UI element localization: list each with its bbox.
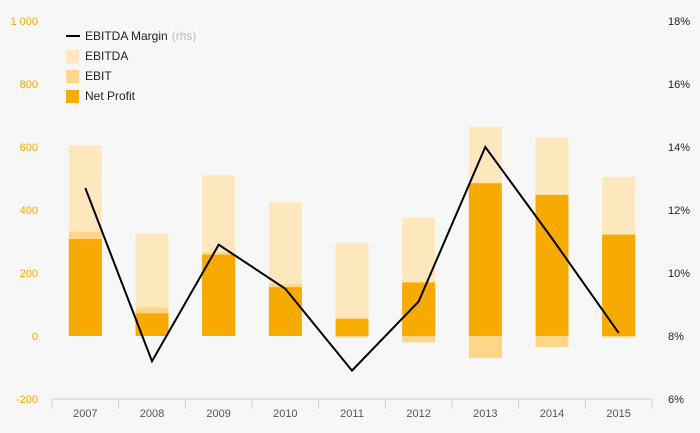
net-profit-bar bbox=[268, 287, 302, 336]
legend-series-name: EBITDA Margin bbox=[85, 29, 168, 43]
net-profit-bar bbox=[602, 234, 636, 336]
net-profit-bar bbox=[535, 194, 569, 336]
right-tick-label: 10% bbox=[668, 268, 690, 280]
legend-swatch bbox=[66, 90, 79, 103]
x-tick-label: 2007 bbox=[73, 408, 97, 420]
legend-swatch bbox=[66, 70, 79, 83]
left-tick-label: 200 bbox=[20, 268, 38, 280]
legend-label: Net Profit bbox=[85, 89, 136, 103]
legend-series-name: EBIT bbox=[85, 69, 112, 83]
legend-label: EBITDA bbox=[85, 49, 128, 63]
left-tick-label: 1 000 bbox=[10, 16, 38, 28]
right-tick-label: 12% bbox=[668, 205, 690, 217]
legend-label: EBIT bbox=[85, 69, 112, 83]
left-tick-label: 800 bbox=[20, 79, 38, 91]
ebit-bar bbox=[535, 336, 569, 348]
right-tick-label: 8% bbox=[668, 331, 684, 343]
net-profit-bar bbox=[135, 313, 169, 336]
left-tick-label: 400 bbox=[20, 205, 38, 217]
right-axis-ticks: 6% 8% 10% 12% 14% 16% 18% bbox=[668, 16, 690, 406]
legend-swatch bbox=[66, 50, 79, 63]
net-profit-bar bbox=[68, 238, 102, 336]
net-profit-bar bbox=[468, 183, 502, 336]
ebit-bar bbox=[602, 336, 636, 338]
ebit-bar bbox=[402, 336, 436, 343]
right-tick-label: 14% bbox=[668, 142, 690, 154]
left-tick-label: -200 bbox=[16, 394, 38, 406]
right-tick-label: 16% bbox=[668, 79, 690, 91]
bars-group bbox=[68, 126, 636, 359]
net-profit-bar bbox=[402, 282, 436, 336]
legend-label: EBITDA Margin (rhs) bbox=[85, 29, 196, 43]
legend-series-name: Net Profit bbox=[85, 89, 136, 103]
left-tick-label: 0 bbox=[32, 331, 38, 343]
x-tick-label: 2010 bbox=[273, 408, 297, 420]
x-axis: 2007 2008 2009 2010 2011 2012 2013 2014 2015 bbox=[51, 398, 653, 420]
x-tick-label: 2014 bbox=[540, 408, 564, 420]
net-profit-bar bbox=[335, 318, 369, 336]
legend-series-suffix: (rhs) bbox=[172, 29, 197, 43]
ebit-bar bbox=[468, 336, 502, 359]
left-tick-label: 600 bbox=[20, 142, 38, 154]
net-profit-bar bbox=[202, 254, 236, 336]
x-tick-label: 2011 bbox=[340, 408, 364, 420]
x-tick-label: 2012 bbox=[406, 408, 430, 420]
x-tick-label: 2008 bbox=[140, 408, 164, 420]
ebitda-margin-line bbox=[84, 144, 620, 373]
left-axis-ticks: -200 0 200 400 600 800 1 000 bbox=[10, 16, 38, 406]
ebit-bar bbox=[335, 336, 369, 338]
x-tick-label: 2013 bbox=[473, 408, 497, 420]
x-tick-label: 2009 bbox=[206, 408, 230, 420]
legend-series-name: EBITDA bbox=[85, 49, 128, 63]
x-tick-label: 2015 bbox=[606, 408, 630, 420]
legend: EBITDA Margin (rhs) EBITDA EBIT Net Profit bbox=[66, 29, 196, 103]
right-tick-label: 6% bbox=[668, 394, 684, 406]
right-tick-label: 18% bbox=[668, 16, 690, 28]
